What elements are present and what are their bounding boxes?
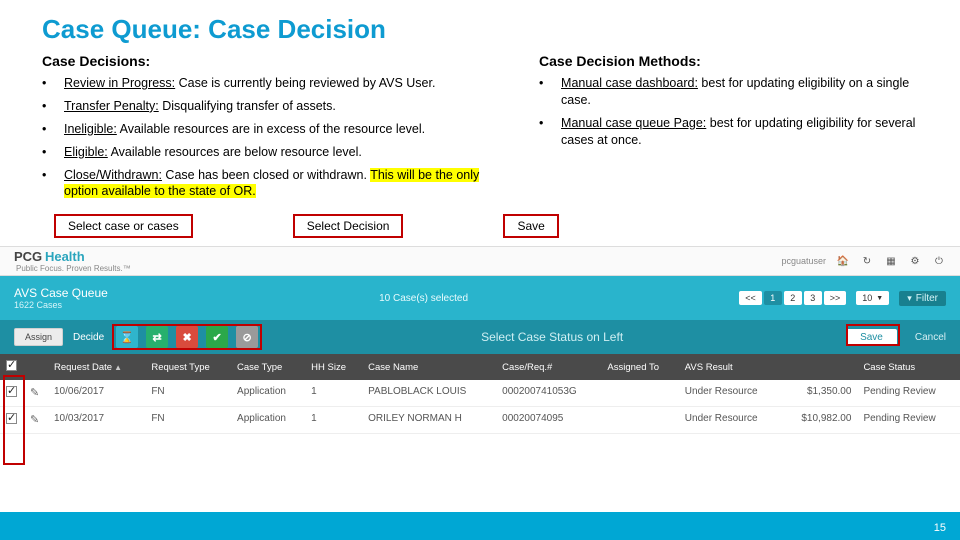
table-row[interactable]: ✎ 10/06/2017 FN Application 1 PABLOBLACK…: [0, 380, 960, 407]
term-transfer: Transfer Penalty:: [64, 99, 159, 113]
page-title: Case Queue: Case Decision: [0, 0, 960, 53]
selected-count: 10 Case(s) selected: [108, 293, 739, 304]
app-screenshot: PCG Health Public Focus. Proven Results.…: [0, 246, 960, 434]
status-review-icon[interactable]: ⌛: [116, 326, 138, 348]
col-case-name[interactable]: Case Name: [362, 354, 496, 380]
desc-transfer: Disqualifying transfer of assets.: [159, 99, 336, 113]
col-request-type[interactable]: Request Type: [145, 354, 231, 380]
cell-amount: $1,350.00: [782, 380, 857, 407]
col-assigned[interactable]: Assigned To: [601, 354, 678, 380]
methods-heading: Case Decision Methods:: [539, 53, 918, 69]
table-header-row: Request Date▲ Request Type Case Type HH …: [0, 354, 960, 380]
cell-rtype: FN: [145, 380, 231, 407]
reload-icon[interactable]: ↻: [860, 254, 874, 268]
action-step-3: Save: [503, 214, 558, 238]
status-close-icon[interactable]: ⊘: [236, 326, 258, 348]
col-case-type[interactable]: Case Type: [231, 354, 305, 380]
cell-caseno: 000200741053G: [496, 380, 601, 407]
username-label: pcguatuser: [781, 256, 826, 266]
cell-status: Pending Review: [857, 380, 960, 407]
term-dashboard: Manual case dashboard:: [561, 76, 698, 90]
assign-button[interactable]: Assign: [14, 328, 63, 346]
power-icon[interactable]: ⏻: [932, 254, 946, 268]
col-case-no[interactable]: Case/Req.#: [496, 354, 601, 380]
cell-ctype: Application: [231, 380, 305, 407]
col-case-status[interactable]: Case Status: [857, 354, 960, 380]
desc-ineligible: Available resources are in excess of the…: [117, 122, 425, 136]
table-row[interactable]: ✎ 10/03/2017 FN Application 1 ORILEY NOR…: [0, 407, 960, 434]
term-review: Review in Progress:: [64, 76, 175, 90]
cell-ctype: Application: [231, 407, 305, 434]
cell-result: Under Resource: [679, 380, 782, 407]
grid-icon[interactable]: ▦: [884, 254, 898, 268]
save-button[interactable]: Save: [846, 329, 897, 346]
select-all-checkbox[interactable]: [6, 360, 17, 371]
logo-pcg: PCG: [14, 249, 42, 264]
action-step-1: Select case or cases: [54, 214, 193, 238]
cell-hh: 1: [305, 380, 362, 407]
logo-tagline: Public Focus. Proven Results.™: [16, 264, 131, 273]
desc-eligible: Available resources are below resource l…: [108, 145, 362, 159]
action-row: Select case or cases Select Decision Sav…: [0, 206, 960, 246]
decide-label: Decide: [73, 332, 104, 343]
filter-button[interactable]: ▾Filter: [899, 291, 946, 306]
cell-hh: 1: [305, 407, 362, 434]
cancel-link[interactable]: Cancel: [915, 332, 946, 343]
case-decisions-column: Case Decisions: •Review in Progress: Cas…: [42, 53, 515, 206]
col-avs-result[interactable]: AVS Result: [679, 354, 782, 380]
edit-icon[interactable]: ✎: [30, 414, 39, 426]
cell-amount: $10,982.00: [782, 407, 857, 434]
status-prompt: Select Case Status on Left: [266, 330, 838, 344]
cell-assigned: [601, 380, 678, 407]
col-amount: [782, 354, 857, 380]
row-checkbox[interactable]: [6, 386, 17, 397]
queue-count: 1622 Cases: [14, 300, 108, 310]
pager-3[interactable]: 3: [804, 291, 822, 305]
pager-prev[interactable]: <<: [739, 291, 762, 305]
col-request-date[interactable]: Request Date▲: [48, 354, 145, 380]
term-queue: Manual case queue Page:: [561, 116, 706, 130]
decisions-heading: Case Decisions:: [42, 53, 515, 69]
term-close: Close/Withdrawn:: [64, 168, 162, 182]
cell-name: ORILEY NORMAN H: [362, 407, 496, 434]
status-ineligible-icon[interactable]: ✖: [176, 326, 198, 348]
page-number: 15: [934, 522, 946, 534]
desc-review: Case is currently being reviewed by AVS …: [175, 76, 435, 90]
queue-title: AVS Case Queue: [14, 287, 108, 300]
cell-caseno: 00020074095: [496, 407, 601, 434]
case-table: Request Date▲ Request Type Case Type HH …: [0, 354, 960, 434]
cell-date: 10/06/2017: [48, 380, 145, 407]
pager: << 1 2 3 >> 10▼: [739, 291, 889, 305]
col-hh-size[interactable]: HH Size: [305, 354, 362, 380]
cell-assigned: [601, 407, 678, 434]
footer-strip: 15: [0, 512, 960, 540]
pager-next[interactable]: >>: [824, 291, 847, 305]
term-ineligible: Ineligible:: [64, 122, 117, 136]
page-size[interactable]: 10▼: [856, 291, 889, 305]
status-transfer-icon[interactable]: ⇄: [146, 326, 168, 348]
cell-rtype: FN: [145, 407, 231, 434]
cell-date: 10/03/2017: [48, 407, 145, 434]
gear-icon[interactable]: ⚙: [908, 254, 922, 268]
row-checkbox[interactable]: [6, 413, 17, 424]
logo-health: Health: [45, 249, 85, 264]
pager-2[interactable]: 2: [784, 291, 802, 305]
edit-icon[interactable]: ✎: [30, 387, 39, 399]
term-eligible: Eligible:: [64, 145, 108, 159]
home-icon[interactable]: 🏠: [836, 254, 850, 268]
case-methods-column: Case Decision Methods: •Manual case dash…: [539, 53, 918, 206]
cell-result: Under Resource: [679, 407, 782, 434]
cell-status: Pending Review: [857, 407, 960, 434]
cell-name: PABLOBLACK LOUIS: [362, 380, 496, 407]
action-step-2: Select Decision: [293, 214, 404, 238]
status-eligible-icon[interactable]: ✔: [206, 326, 228, 348]
pager-1[interactable]: 1: [764, 291, 782, 305]
desc-close-a: Case has been closed or withdrawn.: [162, 168, 370, 182]
